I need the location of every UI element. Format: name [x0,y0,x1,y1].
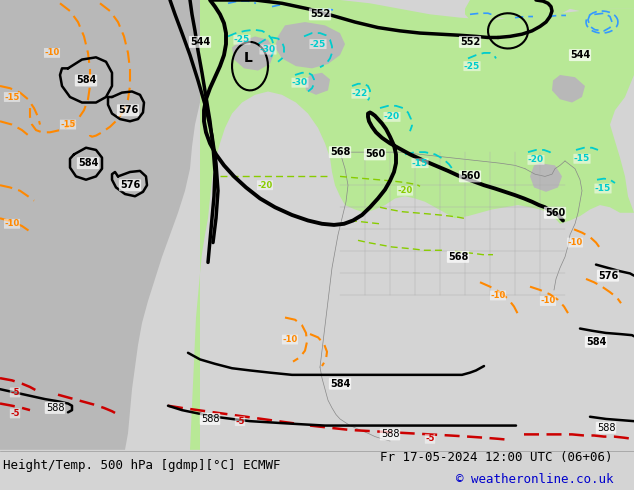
Text: -20: -20 [257,181,273,190]
Text: 544: 544 [190,37,210,47]
Polygon shape [305,73,330,95]
Text: -25: -25 [310,40,326,49]
Text: -10: -10 [44,49,60,57]
Text: -25: -25 [234,35,250,44]
Text: 560: 560 [460,172,480,181]
Text: 584: 584 [78,158,98,168]
Text: 568: 568 [330,147,350,157]
Polygon shape [190,0,634,450]
Text: -5: -5 [425,434,435,443]
Text: -25: -25 [464,62,480,71]
Text: -10: -10 [567,238,583,247]
Text: -10: -10 [282,335,297,344]
Polygon shape [465,0,634,22]
Text: 588: 588 [597,423,615,433]
Text: -15: -15 [4,93,20,101]
Polygon shape [275,22,345,69]
Text: 584: 584 [330,379,350,389]
Text: -10: -10 [490,291,506,300]
Text: 584: 584 [586,337,606,347]
Text: -5: -5 [10,409,20,418]
Text: -20: -20 [528,155,544,164]
Text: 560: 560 [365,149,385,159]
Text: Height/Temp. 500 hPa [gdmp][°C] ECMWF: Height/Temp. 500 hPa [gdmp][°C] ECMWF [3,460,281,472]
Text: © weatheronline.co.uk: © weatheronline.co.uk [456,473,614,487]
Text: 552: 552 [460,37,480,47]
Text: 576: 576 [120,180,140,190]
Text: -15: -15 [595,184,611,193]
Text: -10: -10 [540,296,555,305]
Text: 544: 544 [570,50,590,60]
Text: -10: -10 [4,220,20,228]
Text: -20: -20 [384,112,400,122]
Text: 588: 588 [201,414,219,424]
Text: -30: -30 [260,45,276,54]
Text: 568: 568 [448,252,468,262]
Text: 588: 588 [381,429,399,440]
Text: -30: -30 [292,78,308,87]
Text: -5: -5 [10,388,20,397]
Text: -20: -20 [398,186,413,195]
Text: 576: 576 [118,105,138,115]
Text: Fr 17-05-2024 12:00 UTC (06+06): Fr 17-05-2024 12:00 UTC (06+06) [380,451,613,465]
Text: -5: -5 [235,416,245,426]
Polygon shape [585,31,625,60]
Text: 584: 584 [76,75,96,85]
Text: -15: -15 [412,159,428,168]
Text: -15: -15 [60,120,75,129]
Text: 552: 552 [310,9,330,19]
Text: -15: -15 [574,154,590,163]
Text: 576: 576 [598,270,618,281]
Text: 560: 560 [545,208,565,218]
Polygon shape [552,75,585,102]
Text: -22: -22 [352,89,368,98]
Polygon shape [0,0,215,450]
Text: L: L [243,51,252,66]
Text: 588: 588 [46,403,64,413]
Polygon shape [232,36,275,71]
Polygon shape [530,163,562,192]
